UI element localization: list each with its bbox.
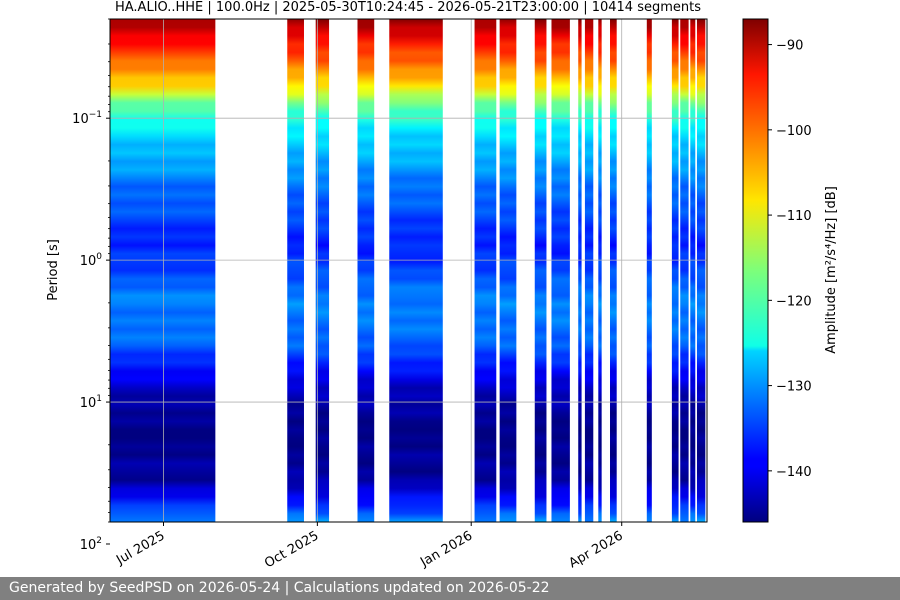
colorbar-tick-label: −140 bbox=[776, 465, 812, 480]
x-tick-label: Oct 2025 bbox=[262, 528, 321, 571]
data-column bbox=[389, 19, 443, 522]
colorbar-tick-label: −90 bbox=[776, 39, 803, 54]
y-axis: 10−1 100 101 102 bbox=[72, 18, 110, 553]
colorbar bbox=[742, 18, 769, 523]
colorbar-tick-label: −130 bbox=[776, 380, 812, 395]
y-tick-label: 100 bbox=[80, 252, 103, 269]
data-column bbox=[474, 19, 497, 522]
data-column bbox=[499, 19, 517, 522]
footer-text: Generated by SeedPSD on 2026-05-24 | Cal… bbox=[9, 580, 550, 596]
grid-lines bbox=[110, 19, 707, 522]
footer-bar: Generated by SeedPSD on 2026-05-24 | Cal… bbox=[0, 577, 900, 600]
x-tick-label: Apr 2026 bbox=[566, 528, 625, 571]
data-column bbox=[551, 19, 570, 522]
data-column bbox=[696, 19, 706, 522]
plot-area bbox=[110, 19, 707, 522]
colorbar-axis: −90 −100 −110 −120 −130 −140 bbox=[768, 39, 812, 480]
data-column bbox=[671, 19, 679, 522]
colorbar-tick-label: −100 bbox=[776, 124, 812, 139]
data-column bbox=[690, 19, 696, 522]
data-column bbox=[680, 19, 689, 522]
data-column bbox=[110, 19, 216, 522]
data-column bbox=[610, 19, 617, 522]
data-column bbox=[584, 19, 594, 522]
x-axis: Jul 2025 Oct 2025 Jan 2026 Apr 2026 bbox=[113, 522, 626, 571]
data-column bbox=[646, 19, 652, 522]
chart-title: HA.ALIO..HHE | 100.0Hz | 2025-05-30T10:2… bbox=[115, 0, 701, 15]
data-column bbox=[287, 19, 304, 522]
data-column bbox=[534, 19, 547, 522]
colorbar-tick-label: −110 bbox=[776, 209, 812, 224]
y-tick-label: 10−1 bbox=[72, 110, 102, 127]
data-column bbox=[315, 19, 330, 522]
y-tick-label: 101 bbox=[80, 394, 102, 411]
y-axis-label: Period [s] bbox=[46, 239, 61, 301]
y-tick-label: 102 bbox=[80, 536, 102, 553]
colorbar-label: Amplitude [m²/s⁴/Hz] [dB] bbox=[824, 186, 839, 354]
data-column bbox=[598, 19, 602, 522]
data-column bbox=[357, 19, 375, 522]
x-tick-label: Jul 2025 bbox=[113, 528, 167, 568]
plot-frame bbox=[109, 18, 708, 523]
data-column bbox=[578, 19, 582, 522]
colorbar-tick-label: −120 bbox=[776, 294, 812, 309]
spectrogram-figure: HA.ALIO..HHE | 100.0Hz | 2025-05-30T10:2… bbox=[46, 0, 839, 571]
spectrogram-columns bbox=[110, 19, 706, 522]
x-tick-label: Jan 2026 bbox=[417, 528, 475, 570]
